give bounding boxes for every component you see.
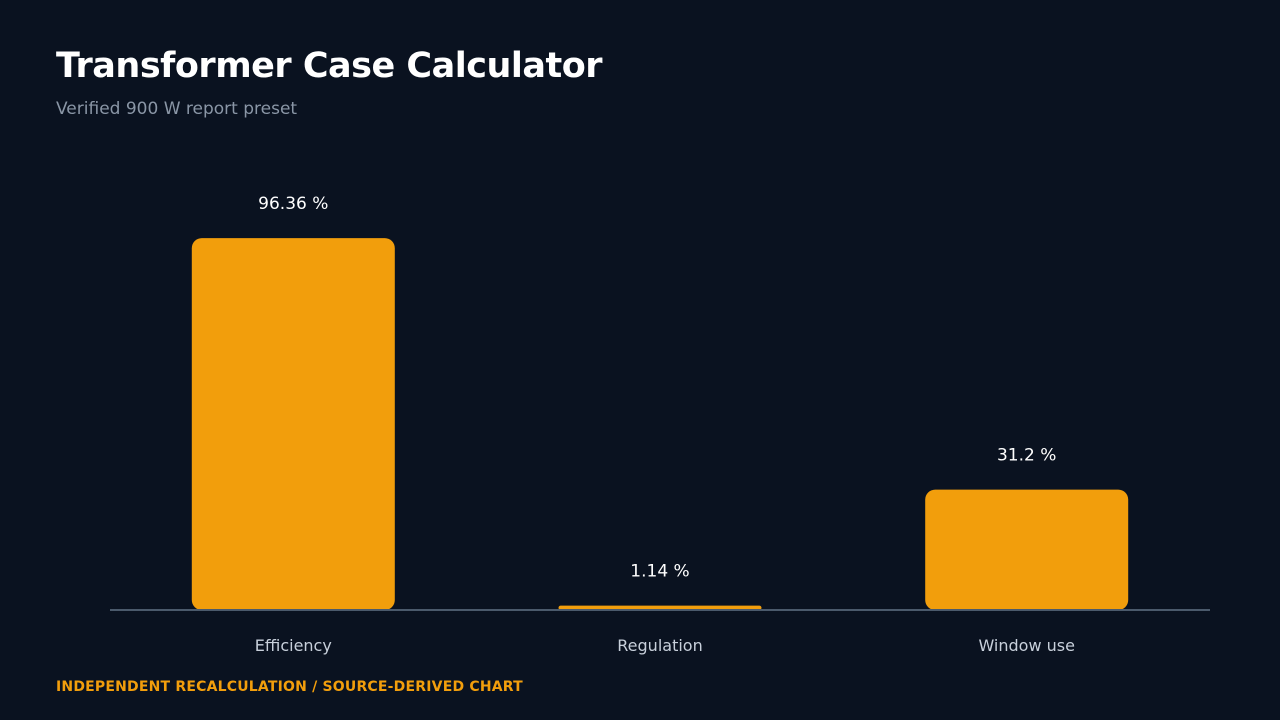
page-subtitle: Verified 900 W report preset — [56, 99, 298, 119]
value-label: 1.14 % — [630, 562, 689, 582]
page-title: Transformer Case Calculator — [56, 46, 603, 86]
category-label: Regulation — [617, 636, 702, 655]
value-label: 96.36 % — [258, 194, 328, 214]
bar-efficiency — [191, 238, 395, 610]
value-label: 31.2 % — [997, 446, 1056, 466]
bars-layer — [191, 238, 1129, 610]
labels-layer: 96.36 % Efficiency 1.14 % Regulation 31.2 % W… — [255, 194, 1075, 655]
bar-window-use — [925, 489, 1129, 610]
bar-regulation — [558, 605, 762, 610]
category-label: Efficiency — [255, 636, 332, 655]
category-label: Window use — [978, 636, 1075, 655]
footer-note: INDEPENDENT RECALCULATION / SOURCE-DERIV… — [56, 679, 523, 695]
